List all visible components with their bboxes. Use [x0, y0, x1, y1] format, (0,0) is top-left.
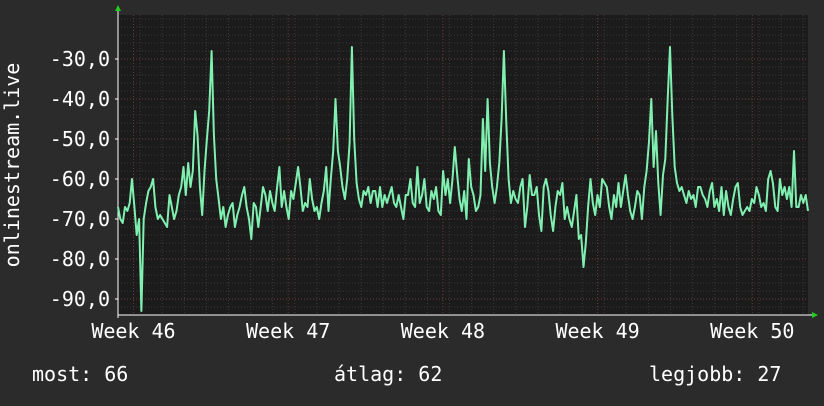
x-tick-label: Week 48: [401, 319, 485, 343]
x-tick-label: Week 46: [91, 319, 175, 343]
y-tick-label: -30,0: [50, 47, 110, 71]
plot-area: [118, 15, 808, 315]
x-axis-arrow: [812, 312, 818, 318]
grid-layer: [117, 15, 808, 316]
y-tick-label: -50,0: [50, 127, 110, 151]
stat-best: legjobb: 27: [649, 362, 782, 386]
y-tick-label: -60,0: [50, 167, 110, 191]
y-tick-label: -70,0: [50, 207, 110, 231]
y-axis-label: onlinestream.live: [0, 63, 24, 268]
x-tick-label: Week 47: [246, 319, 330, 343]
axis-layer: [115, 5, 818, 318]
series-layer: [117, 46, 809, 312]
x-tick-label: Week 49: [555, 319, 639, 343]
x-tick-label: Week 50: [710, 319, 794, 343]
y-tick-label: -80,0: [50, 247, 110, 271]
label-layer: -30,0 -40,0 -50,0 -60,0 -70,0 -80,0 -90,0 Week …: [50, 47, 795, 343]
y-tick-label: -40,0: [50, 87, 110, 111]
stat-average: átlag: 62: [334, 362, 443, 386]
stat-current: most: 66: [32, 362, 129, 386]
y-tick-label: -90,0: [50, 287, 110, 311]
y-axis-arrow: [115, 5, 121, 11]
series-line: [117, 46, 809, 312]
